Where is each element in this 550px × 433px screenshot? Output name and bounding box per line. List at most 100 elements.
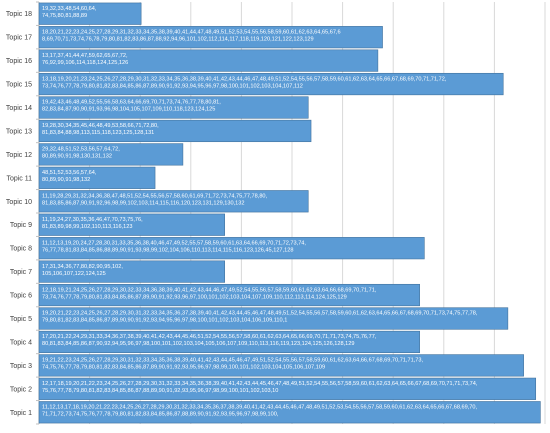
data-label: 17,20,21,22,24,29,31,33,34,36,37,38,39,4…: [42, 334, 377, 347]
data-label-line: 76,92,99,106,114,118,124,125,126: [42, 60, 128, 66]
data-label-line: 75,76,77,78,79,80,81,82,83,84,85,86,87,8…: [42, 388, 278, 394]
category-label: Topic 4: [10, 339, 32, 346]
data-label-line: 11,12,13,19,20,24,27,28,30,31,33,35,36,3…: [42, 240, 306, 246]
bar: [38, 260, 225, 283]
data-label: 19,28,30,34,35,45,46,48,49,53,58,66,71,7…: [42, 123, 159, 136]
data-label: 29,32,48,51,52,53,56,57,64,72, 80,89,90,9…: [42, 147, 120, 160]
data-label: 13,17,37,41,44,47,59,62,65,67,72, 76,92,9…: [42, 53, 128, 66]
category-label: Topic 9: [10, 222, 32, 229]
data-label-line: 17,31,34,36,77,80,82,90,95,102,: [42, 264, 123, 270]
data-label: 13,18,19,20,21,23,24,25,26,27,28,29,30,3…: [42, 76, 447, 89]
data-label: 12,18,19,21,24,25,26,27,28,29,30,32,33,3…: [42, 287, 377, 300]
bar: [38, 166, 156, 189]
data-label-line: 19,32,33,48,54,60,64,: [42, 6, 97, 12]
data-label-line: 82,83,84,87,90,90,91,93,96,98,104,105,10…: [42, 107, 215, 113]
data-label-line: 19,42,43,46,48,49,52,55,56,58,63,64,66,6…: [42, 100, 221, 106]
data-label-line: 81,83,85,86,87,90,91,92,96,98,99,102,103…: [42, 200, 245, 206]
data-label-line: 13,18,19,20,21,23,24,25,26,27,28,29,30,3…: [42, 76, 447, 82]
data-label-line: 29,32,48,51,52,53,56,57,64,72,: [42, 147, 120, 153]
data-label-line: 80,89,90,91,98,130,131,132: [42, 154, 112, 160]
bar-group: Topic 14 19,42,43,46,48,49,52,55,56,58,63…: [6, 95, 309, 119]
bar-group: Topic 2 12,17,18,19,20,21,22,23,24,25,26,…: [10, 376, 537, 400]
data-label: 11,12,13,19,20,24,27,28,30,31,33,35,36,3…: [42, 240, 306, 253]
category-label: Topic 18: [6, 11, 32, 18]
category-label: Topic 7: [10, 269, 32, 276]
data-label-line: 80,81,83,84,85,86,87,90,92,94,95,96,97,9…: [42, 341, 355, 347]
bar-group: Topic 5 19,20,21,22,23,24,25,26,27,28,29,…: [10, 306, 509, 330]
bar-group: Topic 10 11,19,28,29,31,32,34,36,38,47,48…: [6, 189, 309, 213]
bar: [38, 307, 509, 330]
data-label-line: 19,28,30,34,35,45,46,48,49,53,58,66,71,7…: [42, 123, 159, 129]
bar-group: Topic 7 17,31,34,36,77,80,82,90,95,102, 10…: [10, 259, 225, 283]
data-label: 11,12,13,17,18,19,20,21,22,23,24,25,26,2…: [42, 404, 477, 417]
bar-group: Topic 8 11,12,13,19,20,24,27,28,30,31,33,…: [10, 235, 425, 260]
data-label-line: 74,75,76,77,78,79,80,81,82,83,84,85,86,8…: [42, 365, 325, 371]
data-label: 48,51,52,53,56,57,64, 80,89,90,91,98,132: [42, 170, 97, 183]
data-label: 11,19,28,29,31,32,34,36,38,47,48,51,52,5…: [42, 193, 268, 206]
category-label: Topic 2: [10, 386, 32, 393]
data-label-line: 11,12,13,17,18,19,20,21,22,23,24,25,26,2…: [42, 404, 477, 410]
data-label-line: 17,20,21,22,24,29,31,33,34,36,37,38,39,4…: [42, 334, 377, 340]
data-label-line: 19,21,22,23,24,25,26,27,28,29,30,31,32,3…: [42, 358, 423, 364]
bar-group: Topic 1 11,12,13,17,18,19,20,21,22,23,24,…: [10, 400, 541, 424]
bar: [38, 119, 312, 143]
data-label-line: 13,17,37,41,44,47,59,62,65,67,72,: [42, 53, 128, 59]
data-label-line: 8,69,70,71,73,74,76,78,79,80,81,82,83,86…: [42, 36, 314, 42]
category-label: Topic 10: [6, 199, 32, 206]
data-label-line: 19,20,21,22,23,24,25,26,27,28,29,30,31,3…: [42, 311, 478, 317]
data-label-line: 80,89,90,91,98,132: [42, 177, 90, 183]
data-label: 11,19,24,27,30,35,36,46,47,70,73,75,76, 8…: [42, 217, 143, 230]
data-label-line: 11,19,24,27,30,35,36,46,47,70,73,75,76,: [42, 217, 143, 223]
data-label-line: 73,74,76,77,78,79,80,81,83,84,85,86,87,8…: [42, 294, 347, 300]
bar-group: Topic 3 19,21,22,23,24,25,26,27,28,29,30,…: [10, 353, 524, 377]
category-label: Topic 8: [10, 246, 32, 253]
bar: [38, 2, 142, 25]
category-label: Topic 16: [6, 58, 32, 65]
data-label: 19,32,33,48,54,60,64, 74,75,80,81,88,89: [42, 6, 97, 19]
data-label-line: 81,83,89,98,99,102,110,113,116,123: [42, 224, 133, 230]
data-label-line: 74,75,80,81,88,89: [42, 13, 87, 19]
data-label-line: 105,106,107,122,124,125: [42, 271, 106, 277]
category-label: Topic 17: [6, 35, 32, 42]
data-label: 19,42,43,46,48,49,52,55,56,58,63,64,66,6…: [42, 100, 221, 113]
bar: [38, 96, 309, 119]
category-label: Topic 11: [6, 175, 32, 182]
data-label-line: 71,71,72,73,74,75,76,77,78,79,80,81,82,8…: [42, 411, 279, 417]
data-label-line: 76,77,78,81,83,84,85,86,88,89,90,91,93,9…: [42, 247, 293, 253]
data-label: 19,21,22,23,24,25,26,27,28,29,30,31,32,3…: [42, 358, 423, 371]
data-label: 17,31,34,36,77,80,82,90,95,102, 105,106,1…: [42, 264, 123, 277]
data-label-line: 79,80,81,82,83,84,85,86,87,89,90,90,91,9…: [42, 318, 287, 324]
bar-group: Topic 15 13,18,19,20,21,23,24,25,26,27,28…: [6, 71, 504, 96]
category-label: Topic 13: [6, 128, 32, 135]
bar-group: Topic 17 18,20,21,22,23,24,25,27,28,29,31…: [6, 24, 383, 49]
category-label: Topic 3: [10, 363, 32, 370]
bar: [38, 72, 504, 96]
bar-group: Topic 6 12,18,19,21,24,25,26,27,28,29,30,…: [10, 282, 420, 307]
bar: [38, 330, 420, 354]
bar: [38, 354, 524, 377]
bar: [38, 283, 420, 307]
bar-group: Topic 13 19,28,30,34,35,45,46,48,49,53,58…: [6, 118, 312, 143]
gridlines: [89, 2, 546, 424]
category-label: Topic 6: [10, 293, 32, 300]
data-label-line: 11,19,28,29,31,32,34,36,38,47,48,51,52,5…: [42, 193, 268, 199]
bar-group: Topic 9 11,19,24,27,30,35,36,46,47,70,73,…: [10, 212, 225, 236]
data-label-line: 12,18,19,21,24,25,26,27,28,29,30,32,33,3…: [42, 287, 377, 293]
data-label: 12,17,18,19,20,21,22,23,24,25,26,27,28,2…: [42, 381, 478, 394]
data-label-line: 18,20,21,22,23,24,25,27,28,29,31,32,33,3…: [42, 29, 341, 35]
bar: [38, 190, 309, 213]
data-label-line: 12,17,18,19,20,21,22,23,24,25,26,27,28,2…: [42, 381, 478, 387]
data-label: 18,20,21,22,23,24,25,27,28,29,31,32,33,3…: [42, 29, 341, 42]
data-label-line: 81,83,84,88,98,113,115,118,123,125,128,1…: [42, 130, 154, 136]
bar: [38, 26, 383, 49]
bar-group: Topic 4 17,20,21,22,24,29,31,33,34,36,37,…: [10, 329, 420, 354]
bar-group: Topic 16 13,17,37,41,44,47,59,62,65,67,72…: [6, 48, 379, 72]
category-label: Topic 5: [10, 316, 32, 323]
bar-group: Topic 11 48,51,52,53,56,57,64, 80,89,90,91…: [6, 165, 156, 189]
data-label: 19,20,21,22,23,24,25,26,27,28,29,30,31,3…: [42, 311, 478, 324]
bar: [38, 49, 379, 72]
bar-group: Topic 12 29,32,48,51,52,53,56,57,64,72, 80…: [6, 142, 184, 166]
data-label-line: 48,51,52,53,56,57,64,: [42, 170, 97, 176]
